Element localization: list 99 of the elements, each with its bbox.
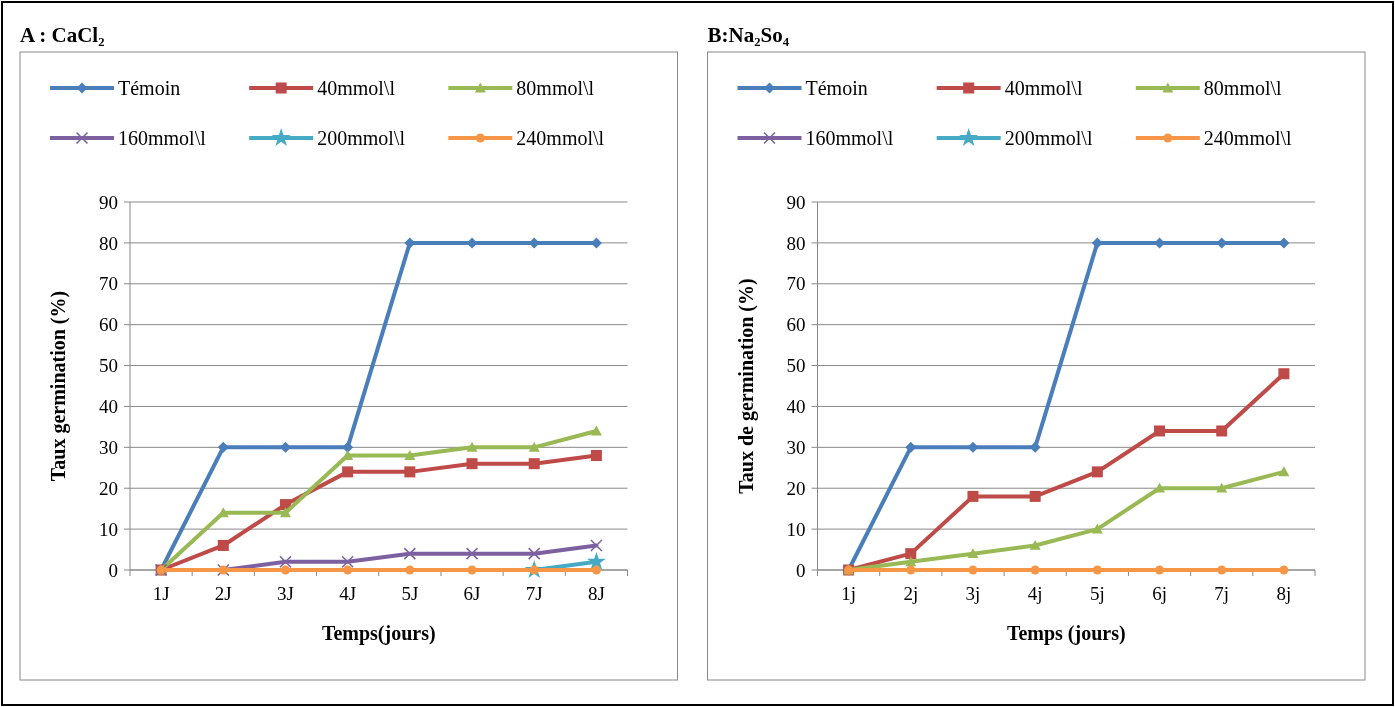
y-tick-label: 80 <box>786 232 806 254</box>
point <box>217 441 229 453</box>
legend-label: 200mmol\l <box>1004 127 1093 149</box>
point <box>404 466 416 478</box>
y-tick-label: 0 <box>108 559 118 581</box>
point <box>1091 466 1103 478</box>
point <box>466 458 478 470</box>
chart-title: A : CaCl₂ <box>20 23 105 47</box>
point <box>528 441 540 452</box>
legend-label: 40mmol\l <box>1004 77 1083 99</box>
y-tick-label: 80 <box>99 232 118 254</box>
x-tick-label: 3j <box>965 583 981 604</box>
point <box>279 555 292 569</box>
x-tick-label: 6j <box>1152 583 1167 604</box>
y-tick-label: 70 <box>99 273 118 295</box>
x-tick-label: 5j <box>1089 583 1105 604</box>
point <box>343 565 353 575</box>
legend-label: 200mmol\l <box>317 127 406 149</box>
x-axis-title: Temps (jours) <box>1006 622 1126 645</box>
y-tick-label: 70 <box>786 273 806 295</box>
x-tick-label: 8J <box>587 583 605 604</box>
point <box>1279 565 1289 575</box>
y-tick-label: 10 <box>99 518 118 540</box>
point <box>342 441 354 453</box>
point <box>1278 466 1290 477</box>
y-tick-label: 50 <box>786 355 806 377</box>
point <box>590 450 602 462</box>
y-tick-label: 40 <box>99 396 118 418</box>
point <box>528 458 540 470</box>
y-tick-label: 60 <box>99 314 118 336</box>
y-tick-label: 30 <box>99 436 118 458</box>
point <box>905 548 917 560</box>
point <box>968 565 978 575</box>
y-tick-label: 40 <box>786 396 806 418</box>
point <box>465 547 479 560</box>
point <box>590 539 603 552</box>
legend-label: 160mmol\l <box>118 127 207 149</box>
y-tick-label: 50 <box>99 355 118 377</box>
x-tick-label: 6J <box>463 583 481 604</box>
point <box>280 565 290 575</box>
y-tick-label: 90 <box>99 191 118 213</box>
chart-title: B:Na₂So₄ <box>707 23 790 47</box>
point <box>1154 425 1166 437</box>
point <box>906 565 916 575</box>
point <box>342 466 354 478</box>
point <box>967 548 979 559</box>
point <box>1155 565 1165 575</box>
y-tick-label: 0 <box>796 559 806 581</box>
legend-label: 80mmol\l <box>1203 77 1283 99</box>
point <box>279 507 291 518</box>
point <box>590 425 602 436</box>
x-tick-label: 2j <box>903 583 919 604</box>
point <box>1091 523 1103 534</box>
x-tick-label: 1j <box>841 583 856 604</box>
x-tick-label: 3J <box>277 583 294 604</box>
point <box>217 539 229 551</box>
point <box>403 547 417 560</box>
point <box>1278 368 1290 380</box>
point <box>1216 425 1228 437</box>
point <box>1029 490 1041 502</box>
legend-label: 80mmol\l <box>516 77 595 99</box>
x-tick-label: 4j <box>1027 583 1043 604</box>
point <box>967 490 979 502</box>
y-axis-title: Taux germination (%) <box>47 290 70 482</box>
legend-label: 40mmol\l <box>317 77 396 99</box>
y-tick-label: 90 <box>786 191 806 213</box>
legend-label: Témoin <box>805 77 868 99</box>
point <box>527 547 541 560</box>
x-tick-label: 7j <box>1214 583 1230 604</box>
legend-label: 240mmol\l <box>516 127 605 149</box>
x-tick-label: 7J <box>525 583 543 604</box>
y-axis-title: Taux de germination (%) <box>734 278 758 494</box>
x-axis-title: Temps(jours) <box>321 622 436 645</box>
y-tick-label: 20 <box>786 477 806 499</box>
point <box>905 556 917 567</box>
point <box>466 441 478 452</box>
legend-label: Témoin <box>118 77 181 99</box>
x-tick-label: 4J <box>339 583 357 604</box>
point <box>1029 539 1041 550</box>
point <box>1092 565 1102 575</box>
x-tick-label: 1J <box>152 583 170 604</box>
point <box>1216 482 1228 493</box>
x-tick-label: 8j <box>1276 583 1292 604</box>
y-tick-label: 30 <box>786 436 806 458</box>
point <box>586 551 606 570</box>
point <box>467 565 477 575</box>
x-tick-label: 2J <box>214 583 232 604</box>
point <box>591 565 601 575</box>
legend-label: 160mmol\l <box>805 127 894 149</box>
point <box>405 565 415 575</box>
y-tick-label: 10 <box>786 518 806 540</box>
legend-label: 240mmol\l <box>1203 127 1293 149</box>
point <box>1030 565 1040 575</box>
y-tick-label: 60 <box>786 314 806 336</box>
point <box>404 450 416 460</box>
point <box>341 555 354 569</box>
y-tick-label: 20 <box>99 477 118 499</box>
x-tick-label: 5J <box>401 583 419 604</box>
point <box>1217 565 1227 575</box>
